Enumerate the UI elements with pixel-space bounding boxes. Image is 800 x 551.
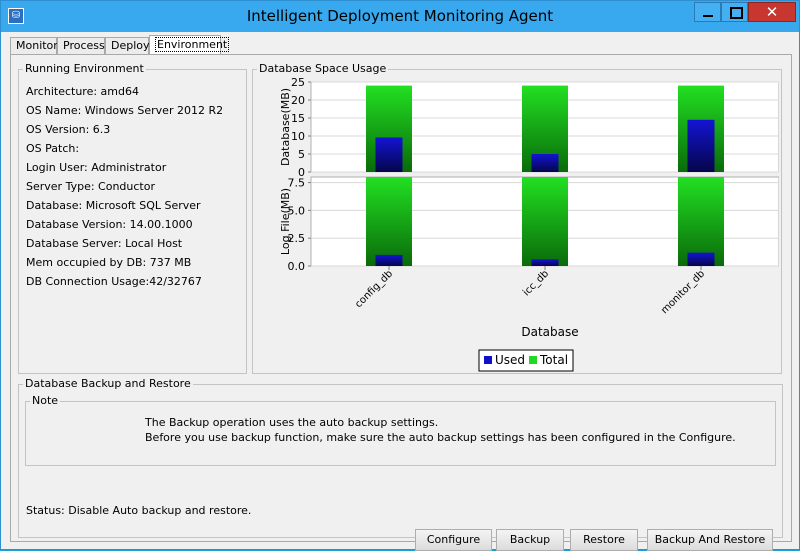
y-axis-label-2: Log File(MB) xyxy=(279,188,292,255)
backup-and-restore-button[interactable]: Backup And Restore xyxy=(647,529,773,551)
x-tick-label-icc_db: icc_db xyxy=(521,268,551,298)
y-tick-label: 10 xyxy=(291,130,305,143)
tab-environment[interactable]: Environment xyxy=(149,35,230,55)
x-axis-label: Database xyxy=(521,325,578,339)
env-database-version: Database Version: 14.00.1000 xyxy=(26,218,193,231)
y-tick-label: 25 xyxy=(291,76,305,89)
env-os-name: OS Name: Windows Server 2012 R2 xyxy=(26,104,224,117)
note-group: Note xyxy=(25,394,776,466)
x-tick-label-config_db: config_db xyxy=(353,268,395,310)
close-icon: ✕ xyxy=(765,3,779,21)
maximize-icon xyxy=(730,7,743,19)
db-space-usage-group: Database Space Usage xyxy=(252,62,782,374)
y-tick-label: 2.5 xyxy=(288,232,306,245)
minimize-button[interactable] xyxy=(694,2,721,22)
environment-panel: Running Environment Architecture: amd64 … xyxy=(10,54,792,551)
y-tick-label: 5 xyxy=(298,148,305,161)
tab-monitor[interactable]: Monitor xyxy=(10,37,58,54)
y-axis-label-1: Database(MB) xyxy=(279,88,292,166)
legend-total-swatch xyxy=(529,356,537,364)
running-environment-group: Running Environment xyxy=(18,62,247,374)
running-environment-title: Running Environment xyxy=(23,62,146,75)
bar-total-icc_db xyxy=(522,177,568,266)
env-database: Database: Microsoft SQL Server xyxy=(26,199,201,212)
app-icon: ⛁ xyxy=(8,8,24,24)
y-tick-label: 0.0 xyxy=(288,260,306,273)
env-os-patch: OS Patch: xyxy=(26,142,80,155)
title-bar[interactable]: ⛁ Intelligent Deployment Monitoring Agen… xyxy=(1,1,799,32)
note-title: Note xyxy=(30,394,61,407)
backup-restore-group: Database Backup and Restore xyxy=(18,377,783,538)
y-tick-label: 0 xyxy=(298,166,305,179)
legend-used-label: Used xyxy=(495,353,525,367)
legend-used-swatch xyxy=(484,356,492,364)
y-tick-label: 5.0 xyxy=(288,204,306,217)
window-title: Intelligent Deployment Monitoring Agent xyxy=(246,7,554,25)
env-database-server: Database Server: Local Host xyxy=(26,237,183,250)
env-os-version: OS Version: 6.3 xyxy=(26,123,111,136)
env-architecture: Architecture: amd64 xyxy=(26,85,139,98)
env-server-type: Server Type: Conductor xyxy=(26,180,155,193)
bar-used-config_db xyxy=(375,254,403,266)
minimize-icon xyxy=(703,15,713,17)
bar-used-monitor_db xyxy=(687,119,715,172)
chart-legend: Used Total xyxy=(478,349,574,372)
tab-process[interactable]: Process xyxy=(57,37,105,54)
tab-environment-label: Environment xyxy=(155,37,230,52)
y-tick-label: 20 xyxy=(291,94,305,107)
note-line-2: Before you use backup function, make sur… xyxy=(145,431,736,444)
x-tick-label-monitor_db: monitor_db xyxy=(659,268,707,316)
backup-restore-title: Database Backup and Restore xyxy=(23,377,193,390)
y-tick-label: 15 xyxy=(291,112,305,125)
bar-total-monitor_db xyxy=(678,177,724,266)
bar-used-icc_db xyxy=(531,259,559,266)
maximize-button[interactable] xyxy=(721,2,748,22)
backup-button[interactable]: Backup xyxy=(496,529,564,551)
close-button[interactable]: ✕ xyxy=(748,2,796,22)
tab-deploy[interactable]: Deploy xyxy=(105,37,150,54)
env-db-connection-usage: DB Connection Usage:42/32767 xyxy=(26,275,202,288)
y-tick-label: 7.5 xyxy=(288,177,306,190)
note-line-1: The Backup operation uses the auto backu… xyxy=(145,416,439,429)
bar-used-config_db xyxy=(375,137,403,172)
status-text: Status: Disable Auto backup and restore. xyxy=(26,504,252,517)
env-mem-occupied: Mem occupied by DB: 737 MB xyxy=(26,256,192,269)
bar-used-icc_db xyxy=(531,154,559,172)
configure-button[interactable]: Configure xyxy=(415,529,492,551)
db-space-usage-title: Database Space Usage xyxy=(257,62,389,75)
restore-button[interactable]: Restore xyxy=(570,529,638,551)
env-login-user: Login User: Administrator xyxy=(26,161,167,174)
bar-total-config_db xyxy=(366,177,412,266)
bar-used-monitor_db xyxy=(687,252,715,266)
legend-total-label: Total xyxy=(539,353,568,367)
